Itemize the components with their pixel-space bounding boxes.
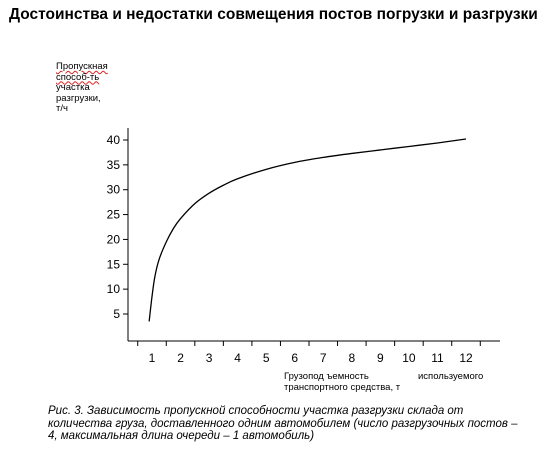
y-axis-label-line-1: Пропускная [56,61,108,72]
x-tick-label: 8 [348,351,355,365]
y-tick-label: 40 [107,133,121,147]
x-axis-label-line-1: Грузопод ъемность [284,371,369,382]
x-tick-label: 1 [149,351,156,365]
x-tick-label: 6 [291,351,298,365]
y-axis-label-line-2: способ-ть [56,71,100,83]
y-axis-label: Пропускная способ-ть участка разгрузки, … [56,61,126,115]
y-tick-label: 30 [107,183,121,197]
y-tick-label: 20 [107,232,121,246]
page-title: Достоинства и недостатки совмещения пост… [9,6,538,23]
x-tick-label: 3 [206,351,213,365]
x-tick-label: 12 [459,351,473,365]
x-axis-label: Грузопод ъемность транспортного средства… [284,371,400,393]
x-tick-label: 9 [377,351,384,365]
y-axis-label-line-4: разгрузки, [56,92,101,104]
y-tick-label: 35 [107,158,121,172]
y-tick-label: 25 [107,208,121,222]
x-tick-label: 2 [177,351,184,365]
y-tick-label: 10 [107,282,121,296]
y-axis-label-line-3: участка [56,82,90,93]
x-tick-label: 5 [263,351,270,365]
x-tick-label: 11 [431,351,444,365]
y-tick-label: 15 [107,257,121,271]
series-line [148,138,467,322]
y-axis-label-line-5: т/ч [56,103,68,114]
y-tick-label: 5 [113,307,120,321]
x-tick-label: 4 [234,351,241,365]
x-axis-label-line-2: транспортного средства, т [284,382,401,393]
x-tick-label: 7 [320,351,327,365]
x-axis-label-extra: используемого [418,371,484,382]
x-tick-label: 10 [402,351,416,365]
figure-caption: Рис. 3. Зависимость пропускной способнос… [48,405,518,442]
